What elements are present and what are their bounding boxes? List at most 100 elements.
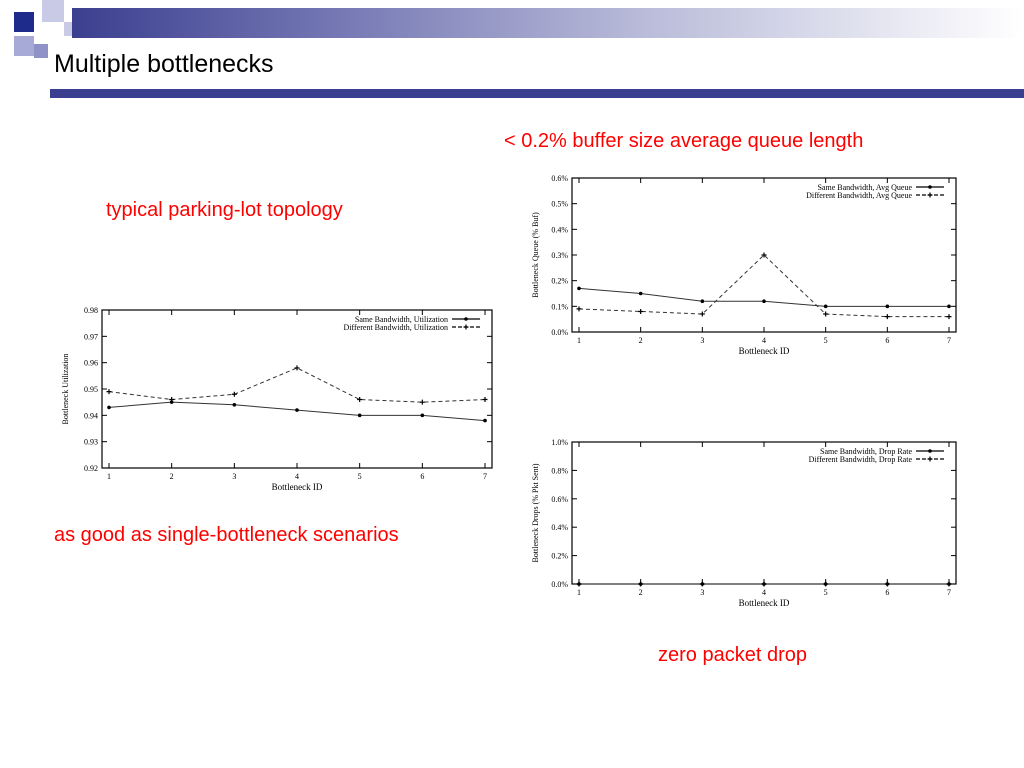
y-tick-label: 0.98	[84, 306, 98, 315]
y-tick-label: 0.2%	[551, 277, 568, 286]
x-tick-label: 5	[358, 472, 362, 481]
x-tick-label: 6	[885, 588, 889, 597]
data-point	[884, 314, 890, 320]
utilization-chart: 0.92 0.93 0.94 0.95 0.96 0.97 0.98 1 2 3 4 5 6 7 Bottl…	[61, 306, 493, 492]
data-point	[106, 389, 112, 395]
plot-frame	[101, 309, 493, 469]
slide-title: Multiple bottlenecks	[54, 50, 274, 78]
x-tick-label: 7	[947, 588, 951, 597]
data-point	[761, 252, 767, 258]
data-point	[232, 403, 237, 407]
data-point	[823, 311, 829, 317]
queue-caption: < 0.2% buffer size average queue length	[504, 130, 864, 152]
x-tick-label: 1	[577, 588, 581, 597]
data-point	[295, 408, 299, 412]
y-tick-label: 0.4%	[551, 523, 568, 532]
y-tick-label: 0.97	[84, 332, 98, 341]
x-tick-label: 3	[700, 336, 704, 345]
drop-caption: zero packet drop	[658, 644, 807, 666]
x-tick-label: 2	[170, 472, 174, 481]
header-gradient-bar	[72, 8, 1024, 38]
y-axis-label: Bottleneck Queue (% Buf)	[531, 212, 540, 298]
x-axis-label: Bottleneck ID	[739, 346, 790, 356]
title-divider	[50, 89, 1024, 98]
y-tick-label: 0.1%	[551, 302, 568, 311]
data-point	[699, 311, 705, 317]
x-tick-label: 4	[762, 336, 766, 345]
legend-label: Different Bandwidth, Avg Queue	[806, 191, 912, 200]
data-point	[577, 286, 581, 291]
x-tick-label: 5	[824, 336, 828, 345]
deco-square-mid	[14, 36, 34, 56]
data-point	[638, 581, 644, 587]
data-point	[576, 581, 582, 587]
drop-chart: 0.0% 0.2% 0.4% 0.6% 0.8% 1.0% 1 2 3 4 5 6 7 Bottlenec…	[531, 438, 957, 608]
legend-label: Same Bandwidth, Utilization	[355, 315, 448, 324]
x-tick-label: 1	[107, 472, 111, 481]
data-point	[823, 304, 828, 309]
data-point	[357, 397, 363, 403]
data-point	[946, 314, 952, 320]
data-point	[231, 391, 237, 397]
y-axis-label: Bottleneck Utilization	[61, 354, 70, 425]
utilization-caption: as good as single-bottleneck scenarios	[54, 524, 399, 546]
legend-marker	[927, 192, 933, 198]
data-point	[885, 304, 890, 309]
data-point	[576, 306, 582, 312]
deco-square-dark	[14, 12, 34, 32]
legend-marker	[464, 317, 468, 321]
legend-marker	[463, 324, 469, 330]
data-point	[700, 299, 705, 303]
x-tick-label: 2	[639, 588, 643, 597]
deco-square-dark	[34, 44, 48, 58]
series-line-1	[578, 287, 949, 307]
x-tick-label: 3	[232, 472, 236, 481]
x-tick-label: 6	[420, 472, 424, 481]
data-point	[482, 397, 488, 403]
y-tick-label: 0.92	[84, 464, 98, 473]
legend-marker	[928, 185, 932, 189]
data-point	[419, 399, 425, 405]
legend-label: Same Bandwidth, Avg Queue	[817, 183, 912, 192]
legend-label: Different Bandwidth, Drop Rate	[809, 455, 913, 464]
data-point	[884, 581, 890, 587]
x-tick-label: 2	[639, 336, 643, 345]
series-line-2	[578, 254, 949, 318]
data-point	[762, 299, 766, 303]
data-point	[947, 304, 951, 309]
y-tick-label: 0.6%	[551, 495, 568, 504]
x-tick-label: 1	[577, 336, 581, 345]
x-tick-label: 7	[947, 336, 951, 345]
y-tick-label: 0.0%	[551, 328, 568, 337]
y-tick-label: 0.94	[84, 411, 98, 420]
y-tick-label: 0.96	[84, 359, 98, 368]
x-tick-label: 3	[700, 588, 704, 597]
data-point	[699, 581, 705, 587]
y-tick-label: 0.93	[84, 438, 98, 447]
x-tick-label: 4	[762, 588, 766, 597]
y-tick-label: 0.95	[84, 385, 98, 394]
y-tick-label: 0.6%	[551, 174, 568, 183]
queue-chart: 0.0% 0.1% 0.2% 0.3% 0.4% 0.5% 0.6% 1 2 3 4 5 6 7 Bottl…	[531, 174, 957, 356]
y-tick-label: 0.0%	[551, 580, 568, 589]
x-axis-label: Bottleneck ID	[272, 482, 323, 492]
topology-caption: typical parking-lot topology	[106, 199, 343, 221]
y-tick-label: 1.0%	[551, 438, 568, 447]
y-tick-label: 0.8%	[551, 466, 568, 475]
data-point	[107, 405, 111, 410]
x-tick-label: 7	[483, 472, 487, 481]
data-point	[638, 291, 643, 296]
y-tick-label: 0.4%	[551, 225, 568, 234]
data-point	[483, 418, 487, 423]
data-point	[169, 397, 175, 403]
legend-label: Same Bandwidth, Drop Rate	[820, 447, 912, 456]
legend-marker	[928, 449, 932, 453]
data-point	[946, 581, 952, 587]
data-point	[420, 413, 425, 418]
x-tick-label: 5	[824, 588, 828, 597]
legend-marker	[927, 456, 933, 462]
x-tick-label: 6	[885, 336, 889, 345]
data-point	[294, 365, 300, 371]
data-point	[761, 581, 767, 587]
legend-label: Different Bandwidth, Utilization	[344, 323, 449, 332]
